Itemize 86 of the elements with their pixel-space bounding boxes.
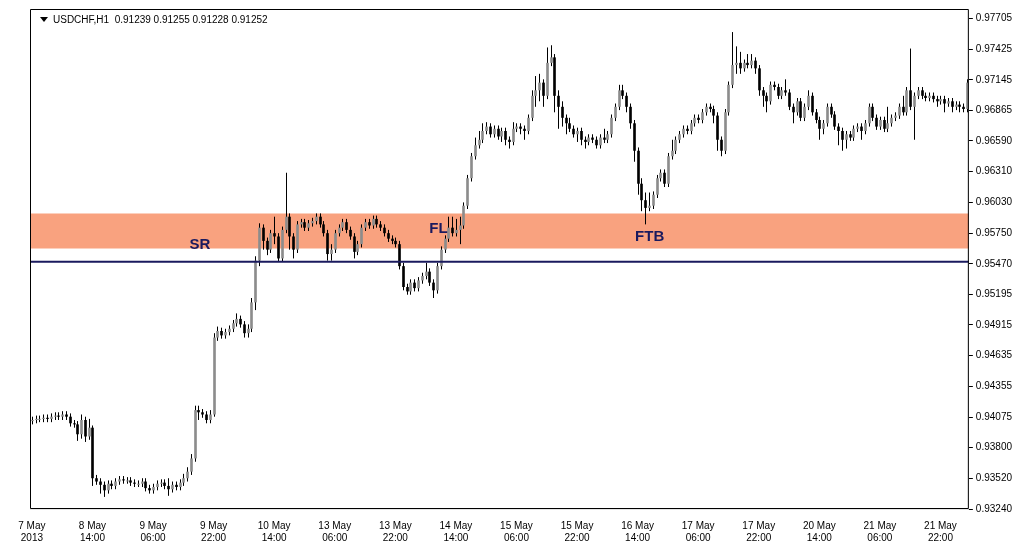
candlestick xyxy=(788,88,791,111)
y-tick-label: 0.94075 xyxy=(975,410,1013,422)
candlestick xyxy=(326,229,329,262)
candlestick xyxy=(909,48,912,111)
y-tick-label: 0.96590 xyxy=(975,134,1013,146)
candlestick xyxy=(644,192,647,225)
x-tick-label: 20 May 14:00 xyxy=(802,519,836,543)
candlestick xyxy=(542,78,545,108)
y-tick-label: 0.93800 xyxy=(975,441,1013,453)
candlestick xyxy=(277,232,280,263)
candlestick xyxy=(671,139,674,161)
candlestick xyxy=(190,453,193,476)
y-tick-label: 0.95195 xyxy=(975,287,1013,299)
x-tick-label: 10 May 14:00 xyxy=(257,519,291,543)
candlestick xyxy=(735,45,738,75)
candlestick xyxy=(80,414,83,440)
candlestick xyxy=(629,103,632,130)
candlestick xyxy=(508,135,511,150)
candlestick xyxy=(432,278,435,299)
text: USDCHF,H1 0.91239 0.91255 0.91228 0.91252 xyxy=(53,14,268,25)
x-tick-label: 15 May 06:00 xyxy=(500,519,533,543)
candlestick xyxy=(731,31,734,89)
y-tick-label: 0.96310 xyxy=(975,165,1013,177)
x-tick-label: 17 May 22:00 xyxy=(742,519,776,543)
x-tick-label: 7 May 2013 xyxy=(18,519,46,543)
y-tick-label: 0.93240 xyxy=(975,502,1013,514)
y-tick-label: 0.93520 xyxy=(975,471,1013,483)
candlestick xyxy=(285,172,288,234)
y-tick-label: 0.94915 xyxy=(975,318,1013,330)
candlestick xyxy=(523,124,526,141)
candlestick xyxy=(440,245,443,270)
candlestick xyxy=(273,216,276,245)
y-tick-label: 0.97425 xyxy=(975,42,1013,54)
candlestick xyxy=(762,86,765,108)
candlestick xyxy=(402,262,405,291)
candlestick xyxy=(625,92,628,113)
x-tick-label: 14 May 14:00 xyxy=(439,519,473,543)
y-tick-label: 0.97705 xyxy=(975,12,1013,24)
x-tick-label: 17 May 06:00 xyxy=(681,519,715,543)
candlestick xyxy=(758,64,761,97)
candlestick xyxy=(398,240,401,270)
y-tick-label: 0.95750 xyxy=(975,226,1013,238)
y-tick-label: 0.97145 xyxy=(975,73,1013,85)
candlestick xyxy=(474,137,477,161)
candlestick xyxy=(905,86,908,117)
candlestick xyxy=(769,81,772,106)
x-tick-label: 8 May 14:00 xyxy=(78,519,107,543)
x-tick-label: 13 May 06:00 xyxy=(318,519,352,543)
candlestick xyxy=(807,89,810,111)
x-tick-label: 13 May 22:00 xyxy=(378,519,412,543)
candlestick xyxy=(527,114,530,135)
annotation: FTB xyxy=(635,226,665,244)
candlestick xyxy=(292,232,295,259)
candlestick xyxy=(902,95,905,117)
x-tick-label: 21 May 06:00 xyxy=(863,519,897,543)
candlestick xyxy=(557,89,560,130)
y-tick-label: 0.95470 xyxy=(975,257,1013,269)
candlestick xyxy=(360,223,363,248)
candlestick xyxy=(451,216,454,237)
x-tick-label: 9 May 06:00 xyxy=(139,519,167,543)
x-tick-label: 16 May 14:00 xyxy=(621,519,654,543)
x-tick-label: 21 May 22:00 xyxy=(924,519,957,543)
x-tick-label: 15 May 22:00 xyxy=(560,519,594,543)
candlestick xyxy=(841,127,844,152)
candlestick xyxy=(610,114,613,139)
annotation: FL xyxy=(429,219,448,237)
candlestick xyxy=(720,135,723,157)
y-tick-label: 0.96030 xyxy=(975,196,1013,208)
x-tick-label: 9 May 22:00 xyxy=(199,519,228,543)
candlestick xyxy=(837,122,840,146)
candlestick xyxy=(470,152,473,183)
ref-line-label: SR xyxy=(189,235,211,253)
candlestick xyxy=(792,103,795,124)
candlestick xyxy=(913,92,916,141)
candlestick xyxy=(334,229,337,254)
candlestick xyxy=(262,223,265,251)
y-tick-label: 0.94355 xyxy=(975,380,1013,392)
candlestick xyxy=(538,73,541,102)
y-tick-label: 0.96865 xyxy=(975,104,1013,116)
candlestick xyxy=(739,51,742,75)
candlestick xyxy=(84,416,87,443)
candlestick xyxy=(826,103,829,128)
y-tick-label: 0.94635 xyxy=(975,349,1013,361)
candlestick xyxy=(811,92,814,117)
candlestick xyxy=(648,192,651,212)
candlestick xyxy=(561,100,564,128)
